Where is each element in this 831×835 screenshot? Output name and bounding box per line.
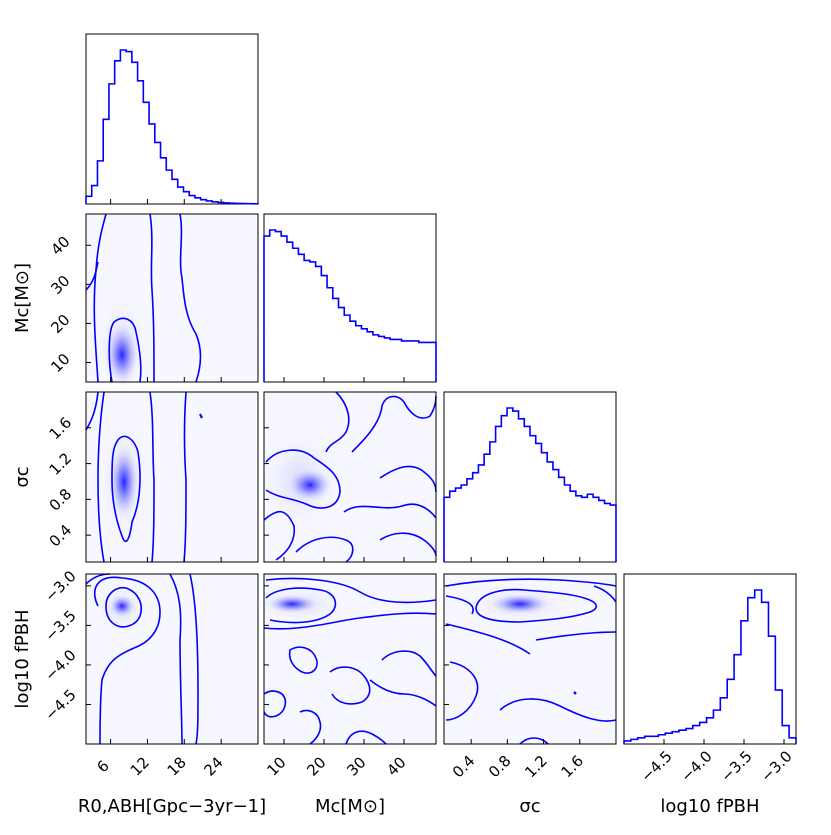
y-tick-label-F_y-0: −4.5 [41, 686, 79, 724]
panel-hist-R [85, 33, 259, 205]
y-tick-label-S_y-0: 0.4 [46, 521, 76, 551]
x-tick-label-S-2: 1.2 [521, 752, 551, 782]
x-axis-label-M: Mc[M⊙] [315, 796, 385, 817]
x-tick-label-R-3: 24 [200, 753, 226, 779]
panel-S-vs-M [255, 391, 437, 563]
histogram-S [443, 407, 617, 562]
histogram-M [263, 229, 437, 382]
x-tick-label-M-2: 30 [343, 753, 369, 779]
y-tick-label-M_y-1: 20 [47, 311, 73, 337]
x-tick-label-F-1: −4.0 [677, 747, 715, 785]
x-tick-label-F-3: −3.0 [757, 747, 795, 785]
x-tick-label-R-1: 12 [127, 753, 153, 779]
y-tick-label-S_y-1: 0.8 [46, 485, 76, 515]
histogram-F [623, 589, 797, 744]
x-tick-label-S-3: 1.6 [557, 752, 587, 782]
x-axis-label-R: R0,ABH[Gpc−3yr−1] [78, 796, 266, 817]
panel-F-vs-M [250, 573, 437, 745]
x-tick-label-S-0: 0.4 [449, 752, 479, 782]
x-axis-label-F: log10 fPBH [660, 796, 759, 817]
panel-F-vs-R [85, 573, 259, 745]
panel-F-vs-S [443, 573, 617, 745]
y-tick-label-S_y-2: 1.2 [46, 449, 76, 479]
panel-hist-S [443, 391, 617, 563]
x-tick-label-R-2: 18 [164, 753, 190, 779]
panel-hist-M [263, 213, 437, 383]
x-tick-label-M-3: 40 [383, 753, 409, 779]
panel-S-vs-R [85, 391, 259, 563]
panel-hist-F [623, 573, 797, 745]
x-tick-label-M-0: 10 [263, 753, 289, 779]
y-tick-label-F_y-3: −3.0 [41, 567, 79, 605]
x-tick-label-M-1: 20 [303, 753, 329, 779]
y-tick-label-S_y-3: 1.6 [46, 413, 76, 443]
x-tick-label-S-1: 0.8 [485, 752, 515, 782]
y-axis-label-M: Mc[M⊙] [12, 263, 33, 333]
y-tick-label-M_y-3: 40 [47, 233, 73, 259]
y-tick-label-F_y-1: −4.0 [41, 646, 79, 684]
x-axis-label-S: σc [519, 796, 540, 817]
panel-M-vs-R [85, 213, 259, 400]
y-axis-label-S: σc [12, 466, 33, 487]
x-tick-label-R-0: 6 [93, 757, 112, 776]
x-tick-label-F-2: −3.5 [717, 747, 755, 785]
y-tick-label-F_y-2: −3.5 [41, 607, 79, 645]
y-tick-label-M_y-0: 10 [47, 350, 73, 376]
y-tick-label-M_y-2: 30 [47, 272, 73, 298]
histogram-R [85, 49, 259, 205]
y-axis-label-F: log10 fPBH [12, 609, 33, 708]
x-tick-label-F-0: −4.5 [637, 747, 675, 785]
